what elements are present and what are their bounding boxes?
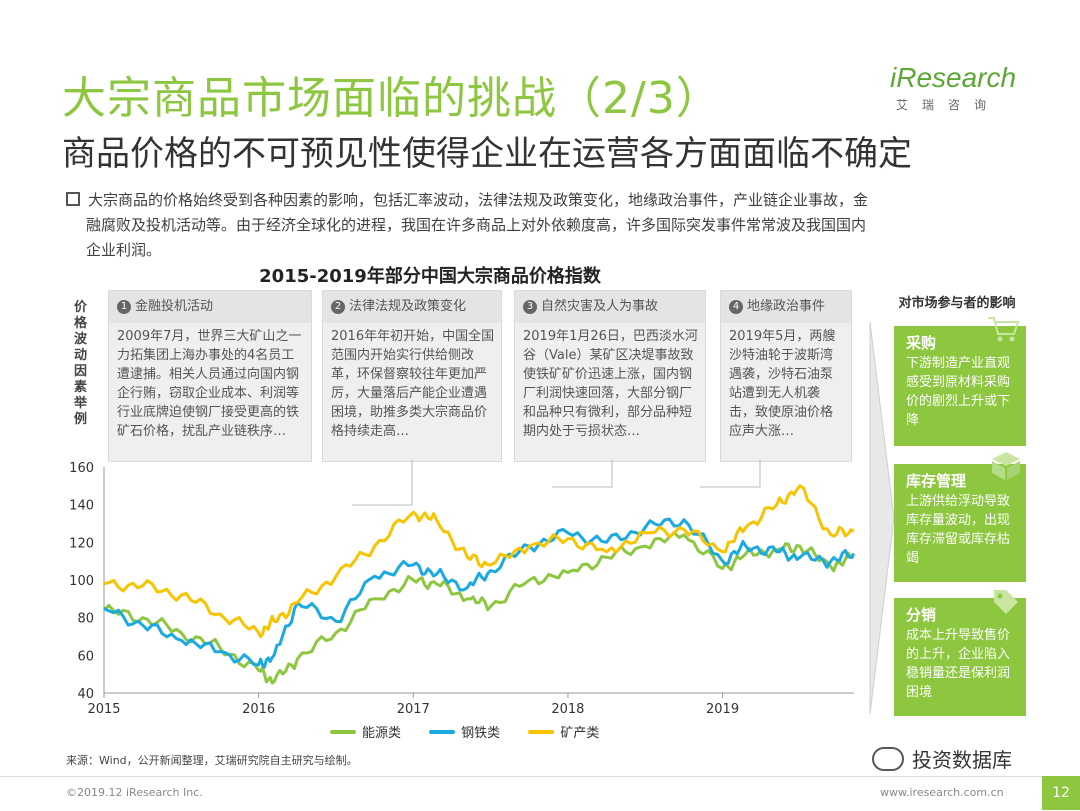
source-note: 来源：Wind，公开新闻整理，艾瑞研究院自主研究与绘制。 bbox=[66, 754, 358, 767]
impact-box-inventory: 库存管理 上游供给浮动导致库存量波动，出现库存滞留或库存枯竭 bbox=[894, 452, 1026, 582]
y-tick-label: 80 bbox=[77, 612, 94, 627]
factor-title-4: 4 地缘政治事件 bbox=[721, 291, 851, 323]
logo-cn: 艾瑞咨询 bbox=[896, 98, 1001, 112]
impact-desc-3: 成本上升导致售价的上升，企业陷入稳销量还是保利润困境 bbox=[906, 628, 1011, 700]
bullet-paragraph: 大宗商品的价格始终受到各种因素的影响，包括汇率波动，法律法规及政策变化，地缘政治… bbox=[66, 188, 1026, 263]
impact-desc-2: 上游供给浮动导致库存量波动，出现库存滞留或库存枯竭 bbox=[906, 494, 1011, 566]
legend-item-minerals: 矿产类 bbox=[528, 722, 599, 741]
y-tick-label: 40 bbox=[77, 687, 94, 702]
legend-item-energy: 能源类 bbox=[330, 722, 401, 741]
page-title: 大宗商品市场面临的挑战（2/3） bbox=[62, 73, 721, 124]
connector-line bbox=[552, 460, 613, 488]
factor-title-2: 2 法律法规及政策变化 bbox=[323, 291, 501, 323]
factor-title-3: 3 自然灾害及人为事故 bbox=[515, 291, 705, 323]
footer-bar bbox=[0, 776, 1080, 811]
factor-box-3: 3 自然灾害及人为事故 2019年1月26日，巴西淡水河谷（Vale）某矿区决堤事… bbox=[514, 290, 706, 462]
series-line-energy bbox=[102, 531, 855, 685]
chart-title: 2015-2019年部分中国大宗商品价格指数 bbox=[259, 266, 601, 287]
factor-number-2: 2 bbox=[331, 300, 345, 314]
factor-text-2: 2016年年初开始，中国全国范围内开始实行供给侧改革，环保督察较往年更加严厉，大… bbox=[331, 329, 495, 439]
bullet-line-1: 大宗商品的价格始终受到各种因素的影响，包括汇率波动，法律法规及政策变化，地缘政治… bbox=[88, 191, 869, 209]
x-tick-label: 2015 bbox=[87, 702, 120, 717]
factor-connectors bbox=[352, 460, 761, 506]
chart-series bbox=[102, 484, 856, 685]
factor-text-4: 2019年5月，两艘沙特油轮于波斯湾遇袭，沙特石油泵站遭到无人机袭击，致使原油价… bbox=[729, 329, 836, 439]
factor-number-1: 1 bbox=[117, 300, 131, 314]
bullet-line-2: 融腐败及投机活动等。由于经济全球化的进程，我国在许多商品上对外依赖度高，许多国际… bbox=[86, 216, 867, 234]
chart-axes: 40 60 80 100 120 140 160 2015 2016 2017 2018 2019 bbox=[69, 461, 854, 717]
impact-title-2: 库存管理 bbox=[906, 472, 967, 490]
y-tick-label: 140 bbox=[69, 499, 94, 514]
y-tick-label: 100 bbox=[69, 574, 94, 589]
factor-number-3: 3 bbox=[523, 300, 537, 314]
box-icon bbox=[992, 452, 1020, 480]
connector-line bbox=[352, 460, 413, 506]
page-number: 12 bbox=[1042, 776, 1080, 810]
x-tick-label: 2017 bbox=[397, 702, 430, 717]
impact-title-3: 分销 bbox=[906, 606, 937, 624]
factor-box-2: 2 法律法规及政策变化 2016年年初开始，中国全国范围内开始实行供给侧改革，环保… bbox=[322, 290, 502, 462]
legend-item-steel: 钢铁类 bbox=[429, 722, 500, 741]
y-axis-label: 价格波动因素举例 bbox=[74, 300, 88, 427]
series-line-steel bbox=[103, 517, 856, 669]
footer-website: www.iresearch.com.cn bbox=[880, 786, 1004, 799]
price-tag-icon bbox=[994, 590, 1018, 614]
series-line-minerals bbox=[103, 484, 855, 639]
logo-brand: iResearch bbox=[890, 62, 1017, 93]
x-tick-label: 2018 bbox=[551, 702, 584, 717]
factor-text-1: 2009年7月，世界三大矿山之一力拓集团上海办事处的4名员工遭逮捕。相关人员通过… bbox=[117, 329, 302, 439]
y-tick-label: 160 bbox=[69, 461, 94, 476]
wechat-watermark: 投资数据库 bbox=[872, 744, 1012, 773]
factor-title-1: 1 金融投机活动 bbox=[109, 291, 311, 323]
iresearch-logo: iResearch 艾瑞咨询 bbox=[890, 62, 1030, 122]
page-subtitle: 商品价格的不可预见性使得企业在运营各方面面临不确定 bbox=[62, 134, 912, 174]
y-tick-label: 60 bbox=[77, 649, 94, 664]
factor-box-1: 1 金融投机活动 2009年7月，世界三大矿山之一力拓集团上海办事处的4名员工遭逮… bbox=[108, 290, 312, 462]
y-tick-label: 120 bbox=[69, 536, 94, 551]
factor-box-4: 4 地缘政治事件 2019年5月，两艘沙特油轮于波斯湾遇袭，沙特石油泵站遭到无人机… bbox=[720, 290, 852, 462]
x-tick-label: 2016 bbox=[242, 702, 275, 717]
impact-desc-1: 下游制造产业直观感受到原材料采购价的剧烈上升或下降 bbox=[906, 356, 1011, 428]
price-index-chart: 40 60 80 100 120 140 160 2015 2016 2017 2018 2019 bbox=[69, 460, 856, 717]
impact-header: 对市场参与者的影响 bbox=[898, 296, 1016, 311]
chart-legend: 能源类 钢铁类 矿产类 bbox=[330, 722, 623, 741]
factor-text-3: 2019年1月26日，巴西淡水河谷（Vale）某矿区决堤事故致使铁矿矿价迅速上涨… bbox=[523, 329, 698, 439]
cart-icon bbox=[988, 317, 1020, 342]
bullet-line-3: 企业利润。 bbox=[86, 241, 162, 259]
wechat-icon bbox=[872, 747, 904, 771]
impact-box-procurement: 采购 下游制造产业直观感受到原材料采购价的剧烈上升或下降 bbox=[894, 317, 1026, 446]
impact-box-distribution: 分销 成本上升导致售价的上升，企业陷入稳销量还是保利润困境 bbox=[894, 590, 1026, 716]
footer-copyright: ©2019.12 iResearch Inc. bbox=[66, 786, 203, 799]
factor-number-4: 4 bbox=[729, 300, 743, 314]
x-tick-label: 2019 bbox=[706, 702, 739, 717]
connector-line bbox=[700, 460, 761, 488]
impact-arrow-icon bbox=[869, 321, 895, 715]
impact-title-1: 采购 bbox=[906, 334, 937, 352]
bullet-square-icon bbox=[66, 192, 80, 206]
